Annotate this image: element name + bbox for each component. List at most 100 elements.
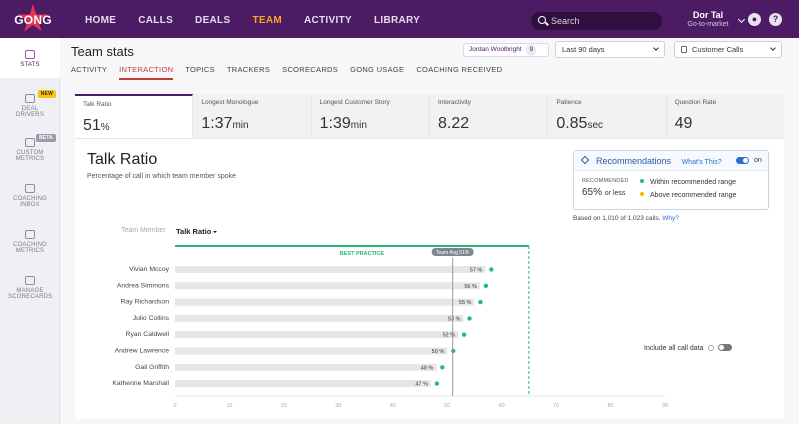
x-tick-label: 80 xyxy=(607,403,613,409)
range-status-dot xyxy=(461,332,467,337)
member-name-label: Julio Collins xyxy=(133,315,170,322)
chevron-down-icon xyxy=(653,45,659,51)
talk-ratio-bar-chart: BEST PRACTICE Vivian Mccoy 57 % Andrea Simm… xyxy=(112,245,668,409)
nav-calls[interactable]: CALLS xyxy=(138,15,174,26)
coaching-inbox-icon xyxy=(25,184,35,193)
metric-tile-talk-ratio[interactable]: Talk Ratio 51% xyxy=(75,94,194,138)
metric-value: 51% xyxy=(83,117,110,134)
nav-team[interactable]: TEAM xyxy=(252,15,282,26)
nav-home[interactable]: HOME xyxy=(85,15,117,26)
sidebar-item-custom-metrics[interactable]: BETA CUSTOM METRICS xyxy=(0,134,60,168)
gong-logo[interactable]: GONG xyxy=(12,4,54,36)
x-tick-label: 40 xyxy=(390,403,396,409)
x-tick-label: 10 xyxy=(226,403,232,409)
sidebar-item-coaching-metrics[interactable]: COACHING METRICS xyxy=(0,230,60,260)
x-tick-label: 0 xyxy=(173,403,176,409)
main-nav: HOME CALLS DEALS TEAM ACTIVITY LIBRARY xyxy=(74,0,431,38)
talk-ratio-bar xyxy=(175,363,437,371)
metric-tile-question-rate[interactable]: Question Rate 49 xyxy=(666,94,784,138)
team-member-filter[interactable]: Jordan Woolbright 9 xyxy=(463,43,549,57)
user-role: Go-to-market xyxy=(687,21,729,28)
pencil-icon xyxy=(580,155,590,165)
sidebar-item-label: CUSTOM METRICS xyxy=(15,150,45,162)
metric-tile-longest-customer-story[interactable]: Longest Customer Story 1:39min xyxy=(311,94,430,138)
bar-value-label: 57 % xyxy=(470,268,483,274)
sidebar-item-deal-drivers[interactable]: NEW DEAL DRIVERS xyxy=(0,90,60,124)
user-menu-chevron-icon[interactable] xyxy=(737,15,746,24)
new-badge: NEW xyxy=(37,90,56,98)
talk-ratio-bar xyxy=(175,380,431,388)
search-input[interactable]: Search xyxy=(531,12,662,30)
metric-label: Talk Ratio xyxy=(83,101,112,108)
legend-above: Above recommended range xyxy=(640,192,736,199)
recommendations-panel: Recommendations What's This? on RECOMMEN… xyxy=(573,150,769,210)
x-tick-label: 60 xyxy=(499,403,505,409)
member-name-label: Gail Griffith xyxy=(135,364,169,371)
legend-within: Within recommended range xyxy=(640,179,736,186)
bar-value-label: 47 % xyxy=(415,382,428,388)
range-status-dot xyxy=(483,283,489,288)
detail-subtitle: Percentage of call in which team member … xyxy=(87,173,237,180)
call-type-select[interactable]: Customer Calls xyxy=(674,41,782,58)
range-status-dot xyxy=(489,267,494,272)
x-tick-label: 50 xyxy=(444,403,450,409)
nav-deals[interactable]: DEALS xyxy=(195,15,231,26)
x-tick-label: 30 xyxy=(335,403,341,409)
member-name-label: Andrea Simmons xyxy=(117,282,170,289)
why-link[interactable]: Why? xyxy=(662,215,679,222)
info-icon[interactable] xyxy=(707,345,714,351)
include-all-call-data: Include all call data xyxy=(644,344,732,352)
member-name-label: Ray Richardson xyxy=(121,299,170,306)
phone-icon xyxy=(681,46,687,53)
tab-coaching-received[interactable]: COACHING RECEIVED xyxy=(416,65,503,74)
whats-this-link[interactable]: What's This? xyxy=(681,159,722,166)
metric-tile-patience[interactable]: Patience 0.85sec xyxy=(548,94,667,138)
metric-value: 49 xyxy=(674,115,693,132)
recommendations-toggle[interactable] xyxy=(736,157,749,164)
tab-activity[interactable]: ACTIVITY xyxy=(71,65,108,74)
metric-tile-longest-monologue[interactable]: Longest Monologue 1:37min xyxy=(193,94,312,138)
detail-title: Talk Ratio xyxy=(87,151,158,168)
help-icon[interactable]: ? xyxy=(769,13,782,26)
metric-label: Interactivity xyxy=(437,99,471,106)
team-average-badge xyxy=(431,248,474,256)
tips-icon[interactable]: ● xyxy=(748,13,761,26)
member-count-badge: 9 xyxy=(526,44,537,56)
tab-interaction[interactable]: INTERACTION xyxy=(119,60,174,80)
sidebar-item-coaching-inbox[interactable]: COACHING INBOX xyxy=(0,184,60,214)
user-menu[interactable]: Dor Tal Go-to-market xyxy=(683,10,733,28)
tab-topics[interactable]: TOPICS xyxy=(185,65,215,74)
top-navigation-bar: GONG HOME CALLS DEALS TEAM ACTIVITY LIBR… xyxy=(0,0,799,38)
period-select[interactable]: Last 90 days xyxy=(555,41,665,58)
nav-library[interactable]: LIBRARY xyxy=(373,15,421,26)
sidebar-item-label: COACHING METRICS xyxy=(13,242,47,254)
talk-ratio-bar xyxy=(175,282,480,290)
member-name-label: Andrew Lawrence xyxy=(115,348,170,355)
sidebar-item-manage-scorecards[interactable]: MANAGE SCORECARDS xyxy=(0,276,60,306)
talk-ratio-bar xyxy=(175,298,475,306)
metric-label: Longest Monologue xyxy=(201,99,259,106)
tab-scorecards[interactable]: SCORECARDS xyxy=(282,65,339,74)
talk-ratio-bar xyxy=(175,314,464,322)
sidebar-item-stats[interactable]: STATS xyxy=(0,38,60,78)
column-header-talk-ratio-sort[interactable]: Talk Ratio xyxy=(176,227,217,236)
page-title: Team stats xyxy=(71,44,134,59)
tab-trackers[interactable]: TRACKERS xyxy=(226,65,271,74)
talk-ratio-bar xyxy=(175,331,459,339)
range-status-dot xyxy=(434,381,440,386)
metric-value: 0.85sec xyxy=(556,115,604,132)
sidebar-item-label: MANAGE SCORECARDS xyxy=(8,288,53,300)
bar-value-label: 50 % xyxy=(432,349,445,355)
member-name: Jordan Woolbright xyxy=(469,46,522,53)
metric-detail-card: Talk Ratio Percentage of call in which t… xyxy=(75,139,784,419)
main-content: Team stats Jordan Woolbright 9 Last 90 d… xyxy=(61,38,799,424)
x-tick-label: 20 xyxy=(281,403,287,409)
include-all-toggle[interactable] xyxy=(717,344,732,351)
metric-label: Patience xyxy=(556,99,582,106)
metric-tile-interactivity[interactable]: Interactivity 8.22 xyxy=(429,94,549,138)
nav-activity[interactable]: ACTIVITY xyxy=(303,15,352,26)
period-value: Last 90 days xyxy=(562,45,605,54)
tab-gong-usage[interactable]: GONG USAGE xyxy=(350,65,405,74)
custom-metrics-icon xyxy=(25,138,35,147)
recommended-label: RECOMMENDED xyxy=(582,178,629,184)
